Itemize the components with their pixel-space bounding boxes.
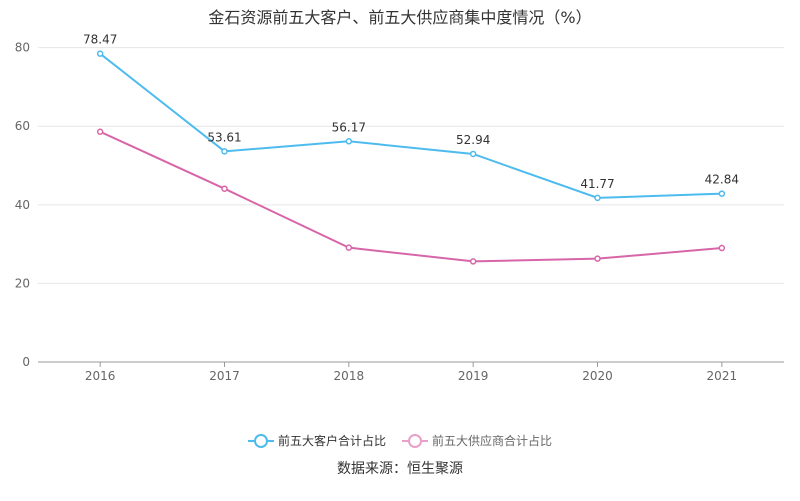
data-point	[718, 190, 726, 197]
data-label: 52.94	[456, 133, 490, 147]
series-line	[99, 52, 722, 199]
x-tick-label: 2017	[209, 369, 240, 383]
data-point	[718, 244, 726, 252]
data-label: 56.17	[332, 120, 366, 134]
y-tick-label: 80	[15, 41, 30, 55]
legend-label: 前五大客户合计占比	[277, 434, 386, 448]
x-tick-label: 2018	[334, 369, 365, 383]
data-point	[345, 244, 353, 251]
data-label: 78.47	[83, 33, 117, 47]
legend: 前五大客户合计占比 前五大供应商合计占比	[0, 432, 800, 449]
legend-item-customers[interactable]: 前五大客户合计占比	[247, 432, 386, 449]
legend-item-suppliers[interactable]: 前五大供应商合计占比	[402, 432, 552, 449]
data-point	[594, 194, 601, 202]
data-point	[96, 128, 104, 135]
data-point	[221, 185, 228, 192]
data-point	[469, 258, 477, 265]
legend-label: 前五大供应商合计占比	[432, 434, 553, 448]
x-tick-label: 2019	[458, 369, 489, 383]
series-line	[99, 130, 722, 263]
data-point	[221, 148, 228, 155]
data-label: 53.61	[207, 130, 241, 144]
data-label: 41.77	[580, 177, 614, 191]
line-chart: 0 20 40 60 80 2016 2017 2018 2019 2020 2021 78.47 53…	[15, 33, 784, 383]
y-tick-label: 0	[22, 355, 30, 369]
y-tick-label: 60	[15, 119, 30, 133]
legend-marker-icon	[247, 433, 274, 448]
x-tick-label: 2020	[582, 369, 613, 383]
data-source: 数据来源：恒生聚源	[337, 461, 463, 477]
data-point	[594, 255, 601, 262]
legend-marker-icon	[402, 433, 428, 448]
x-tick-label: 2016	[85, 369, 116, 383]
x-tick-label: 2021	[707, 369, 738, 383]
y-tick-label: 20	[15, 276, 30, 290]
data-point	[345, 138, 353, 145]
data-point	[469, 150, 477, 158]
data-point	[96, 50, 104, 57]
y-tick-label: 40	[15, 198, 30, 212]
chart-title: 金石资源前五大客户、前五大供应商集中度情况（%）	[208, 8, 592, 27]
data-label: 42.84	[705, 173, 739, 187]
